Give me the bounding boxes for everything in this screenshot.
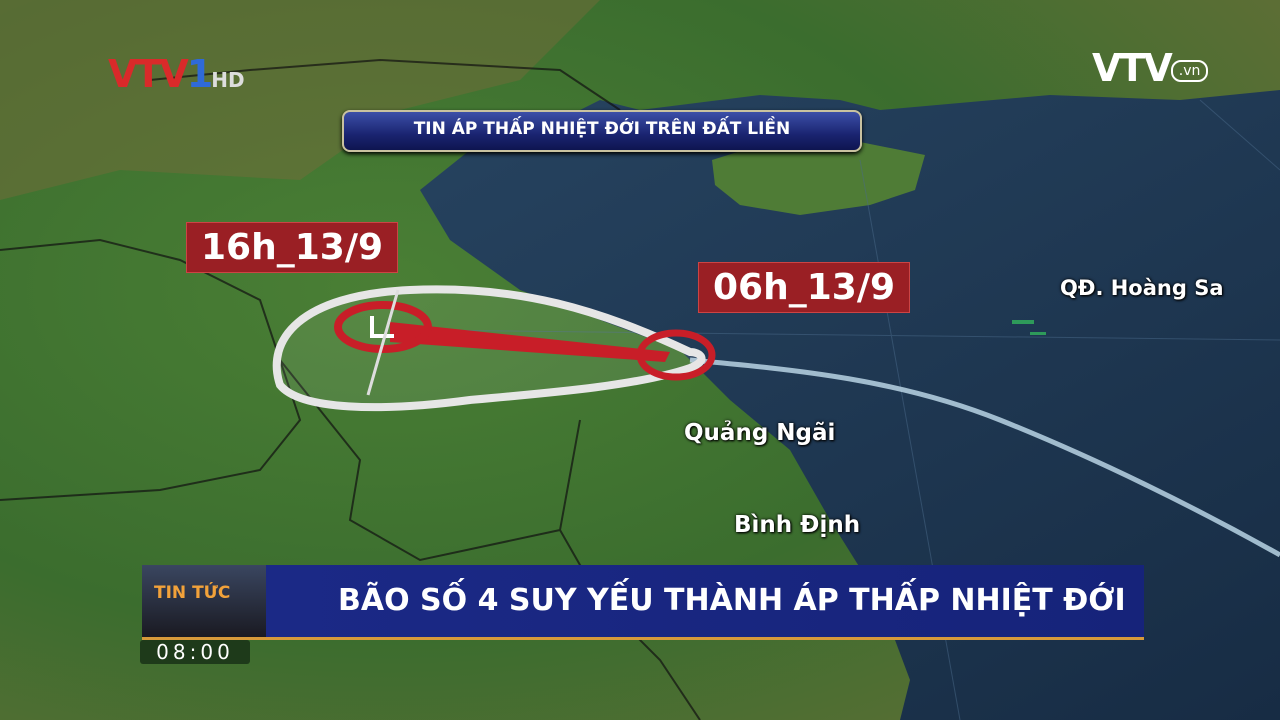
headline: BÃO SỐ 4 SUY YẾU THÀNH ÁP THẤP NHIỆT ĐỚI	[338, 583, 1126, 618]
north-mountains	[0, 0, 600, 200]
place-quang-ngai: Quảng Ngãi	[684, 420, 836, 446]
vtv-vn-logo: VTV .vn	[1092, 46, 1209, 90]
axis-line	[366, 289, 400, 396]
hd-badge: HD	[211, 68, 245, 92]
vtv-logo-text: VTV	[1092, 46, 1173, 90]
vn-suffix: .vn	[1170, 59, 1209, 82]
hainan-island	[712, 140, 925, 215]
time-label-06h: 06h_13/9	[698, 262, 911, 313]
vtv1-logo: VTV1HD	[108, 52, 245, 96]
lower-third: TIN TỨC BÃO SỐ 4 SUY YẾU THÀNH ÁP THẤP N…	[142, 565, 1144, 640]
past-track	[689, 357, 1280, 558]
position-circle-16h	[334, 301, 432, 353]
place-binh-dinh: Bình Định	[734, 512, 861, 538]
program-logo: TIN TỨC	[142, 565, 266, 637]
top-banner: TIN ÁP THẤP NHIỆT ĐỚI TRÊN ĐẤT LIỀN	[342, 110, 862, 152]
program-name: TIN TỨC	[154, 583, 231, 603]
forecast-track	[390, 322, 670, 362]
time-label-16h: 16h_13/9	[186, 222, 399, 273]
island-marks	[1012, 320, 1046, 335]
clock: 08:00	[140, 640, 250, 664]
tropical-depression-icon	[370, 316, 394, 338]
place-hoang-sa: QĐ. Hoàng Sa	[1060, 276, 1224, 300]
position-circle-06h	[636, 329, 716, 381]
